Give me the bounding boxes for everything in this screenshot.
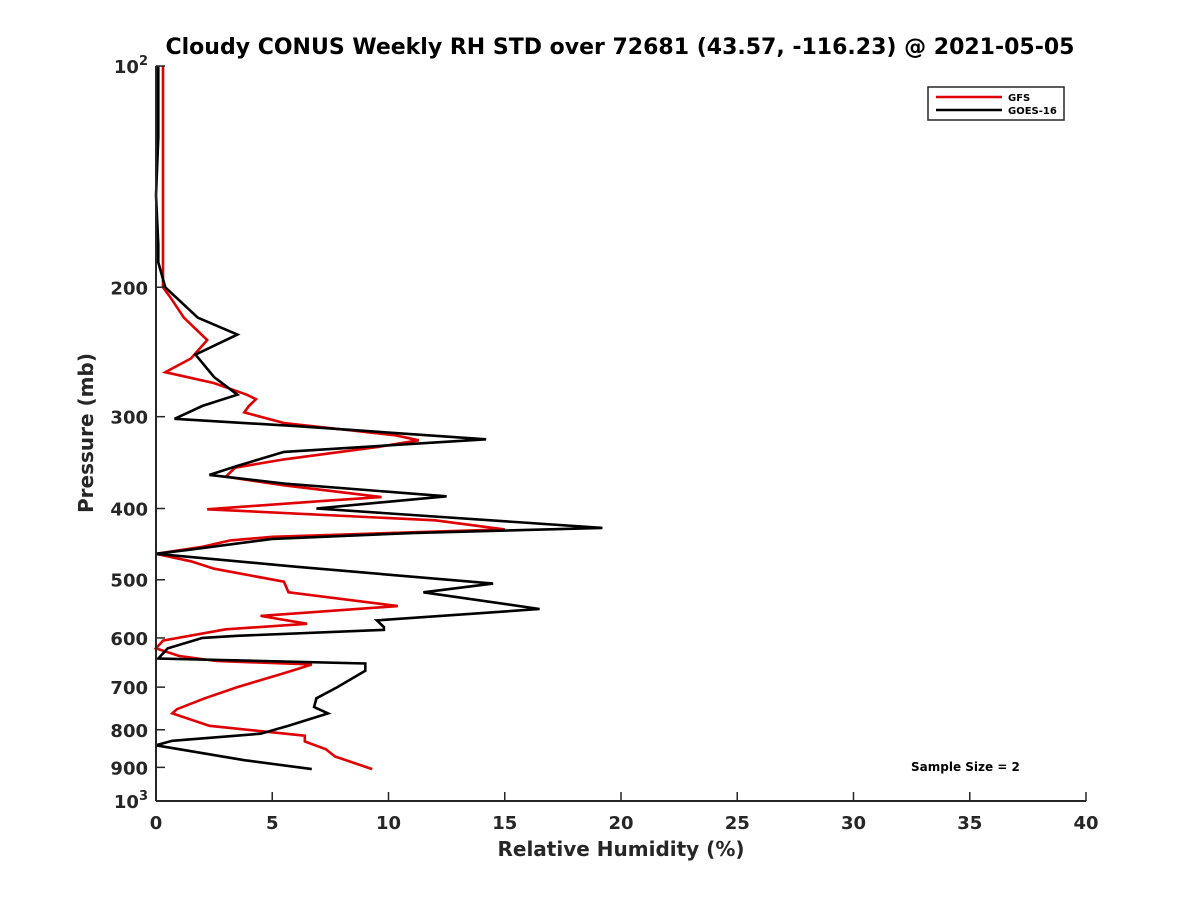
y-tick-label: 500: [110, 571, 148, 592]
sample-size-annotation: Sample Size = 2: [911, 760, 1020, 774]
x-tick-label: 40: [1073, 813, 1098, 834]
x-tick-label: 30: [841, 813, 866, 834]
y-tick-label: 400: [110, 500, 148, 521]
x-tick-label: 5: [266, 813, 279, 834]
legend-label-goes16: GOES-16: [1008, 106, 1057, 117]
plot-frame: [156, 66, 1086, 801]
x-tick-label: 20: [608, 813, 633, 834]
chart-title: Cloudy CONUS Weekly RH STD over 72681 (4…: [166, 35, 1075, 60]
x-tick-label: 25: [725, 813, 750, 834]
x-tick-label: 0: [150, 813, 163, 834]
x-tick-label: 35: [957, 813, 982, 834]
y-ticks: 102 200 300 400 500 600 700 800 900 103: [110, 54, 165, 813]
y-tick-label: 800: [110, 721, 148, 742]
y-tick-label: 600: [110, 629, 148, 650]
x-ticks: 0 5 10 15 20 25 30 35 40: [150, 792, 1099, 834]
legend-box: [927, 86, 1065, 121]
x-tick-label: 10: [376, 813, 401, 834]
series-line-goes16: [154, 66, 603, 771]
series-layer: [153, 66, 603, 771]
y-axis-label: Pressure (mb): [74, 353, 98, 513]
legend-label-gfs: GFS: [1008, 93, 1030, 104]
x-axis-label: Relative Humidity (%): [497, 837, 744, 861]
series-line-gfs: [153, 66, 505, 771]
y-tick-label: 200: [110, 278, 148, 299]
y-tick-label: 900: [110, 758, 148, 779]
legend: GFS GOES-16: [927, 86, 1065, 121]
y-tick-label: 300: [110, 408, 148, 429]
y-tick-label: 102: [114, 54, 148, 78]
y-tick-label: 700: [110, 678, 148, 699]
y-tick-label: 103: [114, 789, 148, 813]
x-tick-label: 15: [492, 813, 517, 834]
